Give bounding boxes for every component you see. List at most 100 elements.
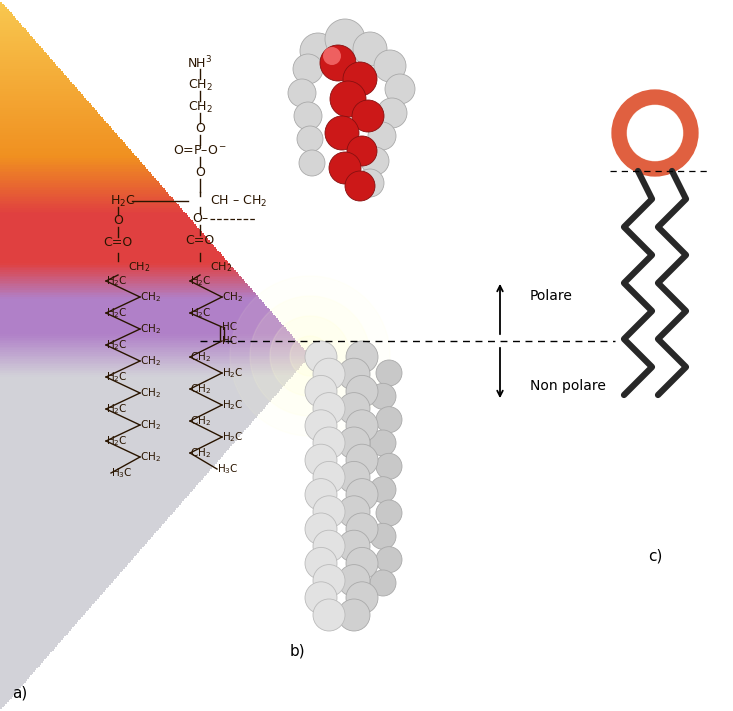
Polygon shape xyxy=(0,103,91,105)
Polygon shape xyxy=(0,569,123,570)
Text: H$_2$C: H$_2$C xyxy=(110,193,136,208)
Polygon shape xyxy=(0,454,224,455)
Polygon shape xyxy=(0,620,78,622)
Circle shape xyxy=(338,427,370,459)
Polygon shape xyxy=(0,501,183,503)
Polygon shape xyxy=(0,282,247,284)
Circle shape xyxy=(313,565,345,597)
Polygon shape xyxy=(0,478,202,480)
Polygon shape xyxy=(0,242,211,243)
Polygon shape xyxy=(0,117,103,119)
Circle shape xyxy=(305,513,337,545)
Polygon shape xyxy=(0,691,16,693)
Polygon shape xyxy=(0,491,192,492)
Polygon shape xyxy=(0,320,279,321)
Polygon shape xyxy=(0,48,43,50)
Polygon shape xyxy=(0,33,30,36)
Polygon shape xyxy=(0,661,43,663)
Polygon shape xyxy=(0,646,56,647)
Polygon shape xyxy=(0,90,80,92)
Circle shape xyxy=(338,565,370,597)
Polygon shape xyxy=(0,59,52,60)
Polygon shape xyxy=(0,537,151,539)
Polygon shape xyxy=(0,427,248,428)
Polygon shape xyxy=(0,201,176,203)
Text: O–: O– xyxy=(192,213,208,225)
Polygon shape xyxy=(0,432,243,434)
Polygon shape xyxy=(0,19,18,21)
Polygon shape xyxy=(0,148,129,149)
Circle shape xyxy=(288,79,316,107)
Polygon shape xyxy=(0,475,206,476)
Polygon shape xyxy=(0,641,60,643)
Polygon shape xyxy=(0,357,308,359)
Polygon shape xyxy=(0,590,105,592)
Polygon shape xyxy=(0,698,10,700)
Polygon shape xyxy=(0,164,143,166)
Polygon shape xyxy=(0,638,63,640)
Polygon shape xyxy=(0,469,210,471)
Polygon shape xyxy=(0,565,127,567)
Polygon shape xyxy=(0,97,86,100)
Polygon shape xyxy=(0,158,139,160)
Text: H$_3$C: H$_3$C xyxy=(111,466,133,480)
Circle shape xyxy=(323,47,341,65)
Polygon shape xyxy=(0,354,309,356)
Polygon shape xyxy=(0,519,167,520)
Polygon shape xyxy=(0,321,281,324)
Text: CH$_2$: CH$_2$ xyxy=(210,260,232,274)
Polygon shape xyxy=(0,461,218,462)
Circle shape xyxy=(338,392,370,424)
Polygon shape xyxy=(0,546,144,547)
Circle shape xyxy=(325,19,365,59)
Text: CH$_2$: CH$_2$ xyxy=(188,77,213,92)
Polygon shape xyxy=(0,319,278,320)
Polygon shape xyxy=(0,483,198,485)
Polygon shape xyxy=(0,267,233,268)
Text: CH$_2$: CH$_2$ xyxy=(190,350,211,364)
Text: CH$_2$: CH$_2$ xyxy=(190,446,211,460)
Polygon shape xyxy=(0,629,70,631)
Polygon shape xyxy=(0,219,191,220)
Polygon shape xyxy=(0,174,152,176)
Text: CH$_2$: CH$_2$ xyxy=(140,450,161,464)
Polygon shape xyxy=(0,576,117,577)
Polygon shape xyxy=(0,166,144,167)
Polygon shape xyxy=(0,60,54,62)
Polygon shape xyxy=(0,695,13,697)
Polygon shape xyxy=(0,705,4,707)
Polygon shape xyxy=(0,434,241,435)
Polygon shape xyxy=(0,378,290,380)
Text: CH$_2$: CH$_2$ xyxy=(140,290,161,304)
Polygon shape xyxy=(0,222,194,224)
Polygon shape xyxy=(0,667,38,668)
Polygon shape xyxy=(0,25,23,26)
Text: H$_2$C: H$_2$C xyxy=(222,398,243,412)
Polygon shape xyxy=(0,272,237,274)
Polygon shape xyxy=(0,9,9,11)
Polygon shape xyxy=(0,240,210,242)
Polygon shape xyxy=(0,482,199,483)
Polygon shape xyxy=(0,523,163,525)
Polygon shape xyxy=(0,304,265,306)
Polygon shape xyxy=(0,236,207,238)
Polygon shape xyxy=(0,567,125,569)
Polygon shape xyxy=(0,7,7,9)
Circle shape xyxy=(346,582,378,614)
Polygon shape xyxy=(0,423,251,424)
Polygon shape xyxy=(0,391,279,392)
Polygon shape xyxy=(0,633,67,634)
Polygon shape xyxy=(0,660,44,661)
Polygon shape xyxy=(0,441,235,442)
Polygon shape xyxy=(0,611,86,613)
Polygon shape xyxy=(0,494,188,496)
Polygon shape xyxy=(0,371,295,373)
Circle shape xyxy=(313,358,345,390)
Polygon shape xyxy=(0,46,41,48)
Polygon shape xyxy=(0,215,188,217)
Polygon shape xyxy=(0,582,113,583)
Text: Non polare: Non polare xyxy=(530,379,606,393)
Polygon shape xyxy=(0,380,288,382)
Polygon shape xyxy=(0,41,37,43)
Polygon shape xyxy=(0,532,156,533)
